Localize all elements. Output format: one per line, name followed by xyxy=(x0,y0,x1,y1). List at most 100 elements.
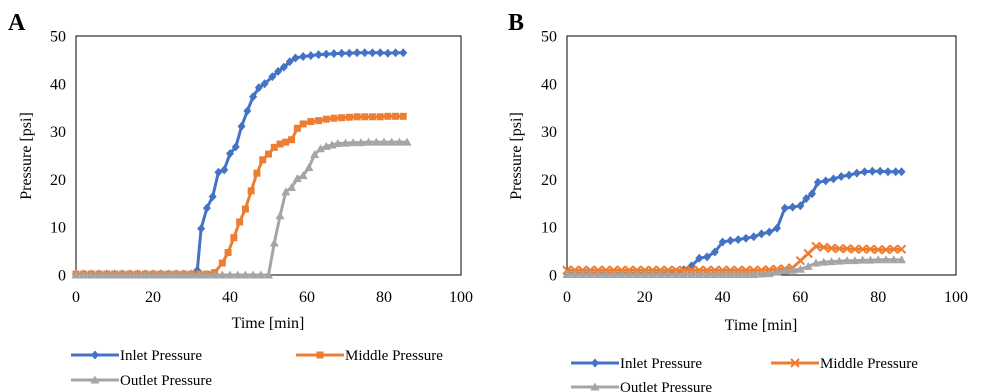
x-tick-label: 40 xyxy=(715,289,731,306)
x-tick-label: 60 xyxy=(299,289,315,306)
data-point-inlet-pressure xyxy=(391,48,400,58)
data-point-outlet-pressure xyxy=(764,269,774,278)
data-point-outlet-pressure xyxy=(86,270,96,279)
data-point-inlet-pressure xyxy=(845,170,854,180)
data-point-middle-pressure xyxy=(315,117,323,125)
data-point-inlet-pressure xyxy=(383,48,392,58)
legend-marker-inlet-pressure xyxy=(91,350,99,360)
series-layer-a xyxy=(71,48,412,279)
legend-b: Inlet Pressure Middle Pressure Outlet Pr… xyxy=(571,356,918,392)
data-point-middle-pressure xyxy=(384,112,392,120)
y-tick-label: 10 xyxy=(541,220,557,237)
data-point-outlet-pressure xyxy=(655,270,665,279)
legend-item-outlet-pressure: Outlet Pressure xyxy=(571,380,712,392)
data-point-outlet-pressure xyxy=(741,270,751,279)
data-point-outlet-pressure xyxy=(117,270,127,279)
data-point-outlet-pressure xyxy=(679,270,689,279)
legend-marker-outlet-pressure xyxy=(90,375,100,384)
data-point-outlet-pressure xyxy=(757,269,766,278)
data-point-inlet-pressure xyxy=(299,52,308,62)
legend-swatch-outlet-pressure xyxy=(71,375,119,384)
data-point-outlet-pressure xyxy=(341,138,350,147)
data-point-middle-pressure xyxy=(282,138,290,146)
y-axis-title-a: Pressure [psi] xyxy=(18,112,35,200)
y-tick-labels-b: 0 10 20 30 40 50 xyxy=(541,29,557,285)
data-point-inlet-pressure xyxy=(399,48,408,58)
data-point-middle-pressure xyxy=(392,112,400,120)
data-point-inlet-pressure xyxy=(368,48,377,58)
data-point-outlet-pressure xyxy=(79,270,89,279)
y-tick-label: 50 xyxy=(541,29,557,46)
data-point-middle-pressure xyxy=(361,113,369,121)
data-point-middle-pressure xyxy=(270,143,278,151)
data-point-outlet-pressure xyxy=(348,138,358,147)
y-tick-label: 0 xyxy=(549,268,557,285)
data-point-outlet-pressure xyxy=(632,270,642,279)
data-point-outlet-pressure xyxy=(394,137,404,146)
x-tick-label: 100 xyxy=(944,289,968,306)
data-point-inlet-pressure xyxy=(788,202,797,212)
data-point-inlet-pressure xyxy=(837,172,846,182)
data-point-inlet-pressure xyxy=(353,48,362,58)
x-tick-label: 60 xyxy=(792,289,808,306)
y-tick-label: 10 xyxy=(50,220,66,237)
series-outlet-pressure xyxy=(562,255,907,279)
chart-panel-a: A 0 10 20 30 40 50 0 20 40 60 80 100 Pre… xyxy=(8,10,473,389)
data-point-outlet-pressure xyxy=(304,162,314,171)
data-point-inlet-pressure xyxy=(322,49,331,59)
data-point-inlet-pressure xyxy=(860,167,869,177)
legend-label-outlet-pressure: Outlet Pressure xyxy=(620,380,712,392)
data-point-outlet-pressure xyxy=(156,270,166,279)
series-layer-b xyxy=(562,166,907,279)
data-point-outlet-pressure xyxy=(609,270,619,279)
data-point-outlet-pressure xyxy=(616,270,626,279)
data-point-outlet-pressure xyxy=(187,270,196,279)
legend-swatch-inlet-pressure xyxy=(71,350,119,360)
x-tick-label: 80 xyxy=(870,289,886,306)
data-point-middle-pressure xyxy=(236,218,244,226)
data-point-outlet-pressure xyxy=(71,270,81,279)
data-point-outlet-pressure xyxy=(710,270,720,279)
data-point-inlet-pressure xyxy=(254,83,263,93)
data-point-outlet-pressure xyxy=(379,137,389,146)
data-point-inlet-pressure xyxy=(710,247,719,257)
plot-area-b xyxy=(566,35,957,276)
data-point-outlet-pressure xyxy=(663,270,673,279)
x-axis-title-a: Time [min] xyxy=(232,315,305,332)
data-point-inlet-pressure xyxy=(285,57,294,67)
data-point-inlet-pressure xyxy=(306,51,315,61)
data-point-middle-pressure xyxy=(253,169,261,177)
data-point-inlet-pressure xyxy=(220,165,229,175)
legend-item-inlet-pressure: Inlet Pressure xyxy=(71,348,202,364)
data-point-outlet-pressure xyxy=(281,187,291,196)
data-point-inlet-pressure xyxy=(202,203,211,213)
data-point-outlet-pressure xyxy=(702,270,712,279)
data-point-outlet-pressure xyxy=(163,270,173,279)
legend-marker-middle-pressure xyxy=(316,351,324,359)
data-point-middle-pressure xyxy=(850,244,860,254)
data-point-inlet-pressure xyxy=(749,232,758,242)
data-point-outlet-pressure xyxy=(718,270,728,279)
data-point-outlet-pressure xyxy=(819,257,829,266)
data-point-middle-pressure xyxy=(218,259,226,267)
data-point-outlet-pressure xyxy=(133,270,143,279)
legend-swatch-inlet-pressure xyxy=(571,358,619,368)
data-point-inlet-pressure xyxy=(897,167,906,177)
data-point-inlet-pressure xyxy=(279,62,288,72)
data-point-outlet-pressure xyxy=(850,256,860,265)
data-point-middle-pressure xyxy=(873,244,883,255)
data-point-middle-pressure xyxy=(896,244,907,254)
data-point-outlet-pressure xyxy=(110,270,119,279)
data-point-outlet-pressure xyxy=(733,270,743,279)
y-tick-label: 50 xyxy=(50,29,66,46)
data-point-outlet-pressure xyxy=(570,270,580,279)
x-axis-title-b: Time [min] xyxy=(725,317,798,334)
data-point-outlet-pressure xyxy=(585,270,595,279)
x-tick-label: 40 xyxy=(222,289,238,306)
series-outlet-pressure xyxy=(71,137,412,279)
data-point-middle-pressure xyxy=(803,248,813,259)
data-point-inlet-pressure xyxy=(773,223,782,233)
x-tick-label: 20 xyxy=(145,289,161,306)
legend-label-middle-pressure: Middle Pressure xyxy=(345,348,443,364)
